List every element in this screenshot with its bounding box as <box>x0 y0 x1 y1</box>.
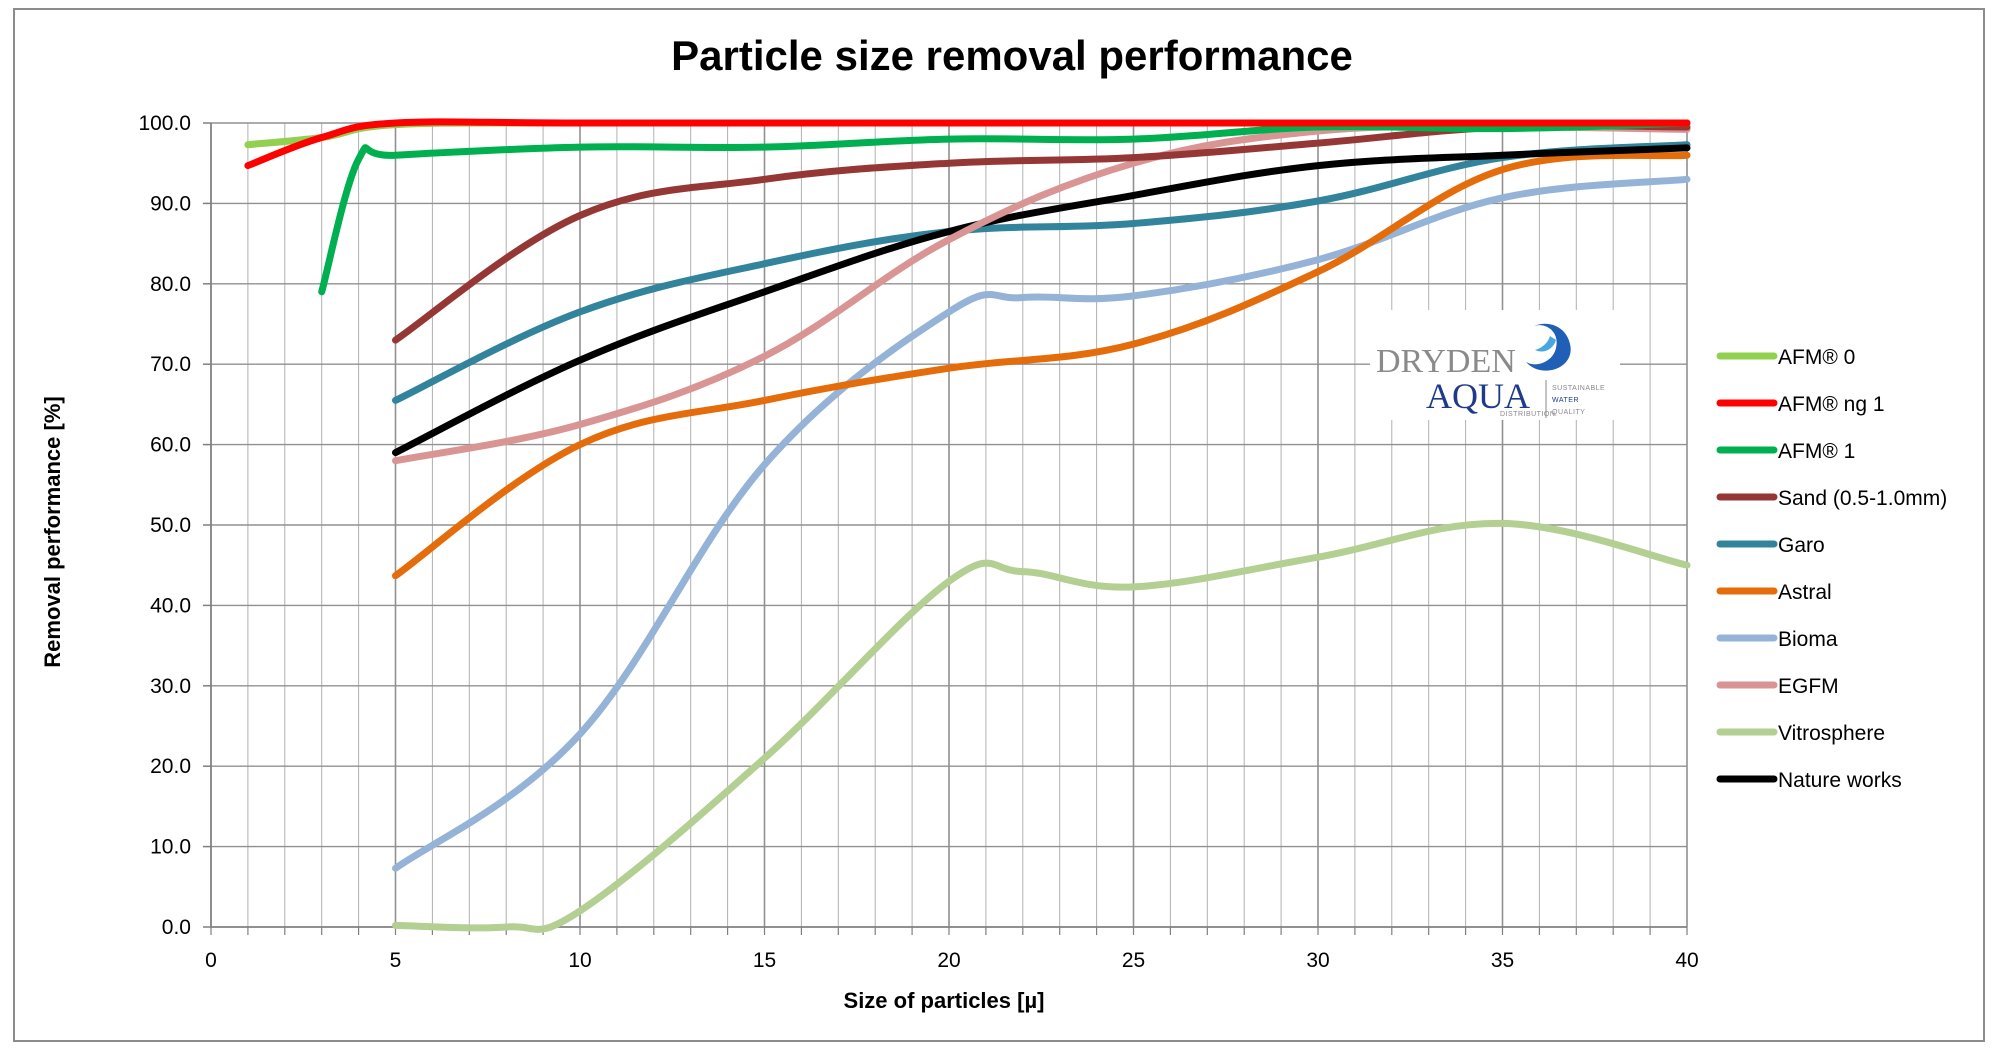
series-line-afm-1 <box>318 119 1691 296</box>
logo-sub: DISTRIBUTION <box>1500 411 1555 418</box>
legend-label-bioma: Bioma <box>1778 628 1838 651</box>
x-tick-label: 15 <box>753 949 776 972</box>
chart-title: Particle size removal performance <box>671 32 1353 79</box>
y-tick-label: 30.0 <box>150 675 191 698</box>
series-line-bioma <box>392 175 1691 872</box>
y-tick-label: 60.0 <box>150 434 191 457</box>
y-tick-label: 80.0 <box>150 273 191 296</box>
logo-tag1: SUSTAINABLE <box>1552 385 1605 392</box>
series-line-nature-works <box>392 144 1691 457</box>
x-tick-label: 10 <box>568 949 591 972</box>
x-tick-label: 0 <box>205 949 217 972</box>
x-tick-label: 20 <box>937 949 960 972</box>
legend-label-afm-1: AFM® 1 <box>1778 440 1855 463</box>
x-tick-label: 30 <box>1306 949 1329 972</box>
legend-label-garo: Garo <box>1778 534 1825 557</box>
y-tick-label: 40.0 <box>150 594 191 617</box>
series-line-vitrosphere <box>392 519 1691 933</box>
logo-line2: AQUA <box>1426 376 1530 416</box>
logo-tag3: QUALITY <box>1552 409 1585 416</box>
legend-label-nature-works: Nature works <box>1778 769 1902 792</box>
legend: AFM® 0 AFM® ng 1 AFM® 1 Sand (0.5-1.0mm) Gar… <box>1716 346 1947 792</box>
y-tick-label: 70.0 <box>150 353 191 376</box>
legend-label-afm-ng-1: AFM® ng 1 <box>1778 393 1885 416</box>
series-line-afm-ng-1 <box>244 118 1691 170</box>
legend-label-egfm: EGFM <box>1778 675 1839 698</box>
y-tick-label: 10.0 <box>150 836 191 859</box>
legend-label-vitrosphere: Vitrosphere <box>1778 722 1885 745</box>
x-tick-label: 40 <box>1675 949 1698 972</box>
wave-icon <box>1526 323 1571 371</box>
y-tick-label: 20.0 <box>150 755 191 778</box>
logo-line1: DRYDEN <box>1376 343 1516 380</box>
x-tick-label: 35 <box>1491 949 1514 972</box>
dryden-aqua-logo: DRYDEN AQUA DISTRIBUTION SUSTAINABLE WAT… <box>1370 310 1620 420</box>
wave-highlight-icon <box>1535 336 1556 352</box>
logo-tag2: WATER <box>1552 397 1579 404</box>
y-tick-label: 0.0 <box>162 916 191 939</box>
legend-label-sand-0-5-1-0mm: Sand (0.5-1.0mm) <box>1778 487 1947 510</box>
series-line-astral <box>392 151 1691 580</box>
x-axis-title: Size of particles [µ] <box>844 988 1045 1013</box>
logo-background <box>1370 310 1620 420</box>
series-line-garo <box>392 141 1691 404</box>
legend-label-afm-0: AFM® 0 <box>1778 346 1855 369</box>
x-tick-label: 25 <box>1122 949 1145 972</box>
y-tick-label: 50.0 <box>150 514 191 537</box>
legend-label-astral: Astral <box>1778 581 1832 604</box>
x-tick-label: 5 <box>390 949 402 972</box>
tick-labels: 0.0 10.0 20.0 30.0 40.0 50.0 60.0 70.0 80.0 90.0 1… <box>138 112 1698 972</box>
y-axis-title: Removal performance [%] <box>40 396 65 667</box>
series-lines <box>244 118 1691 933</box>
y-tick-label: 90.0 <box>150 192 191 215</box>
y-tick-label: 100.0 <box>138 112 191 135</box>
